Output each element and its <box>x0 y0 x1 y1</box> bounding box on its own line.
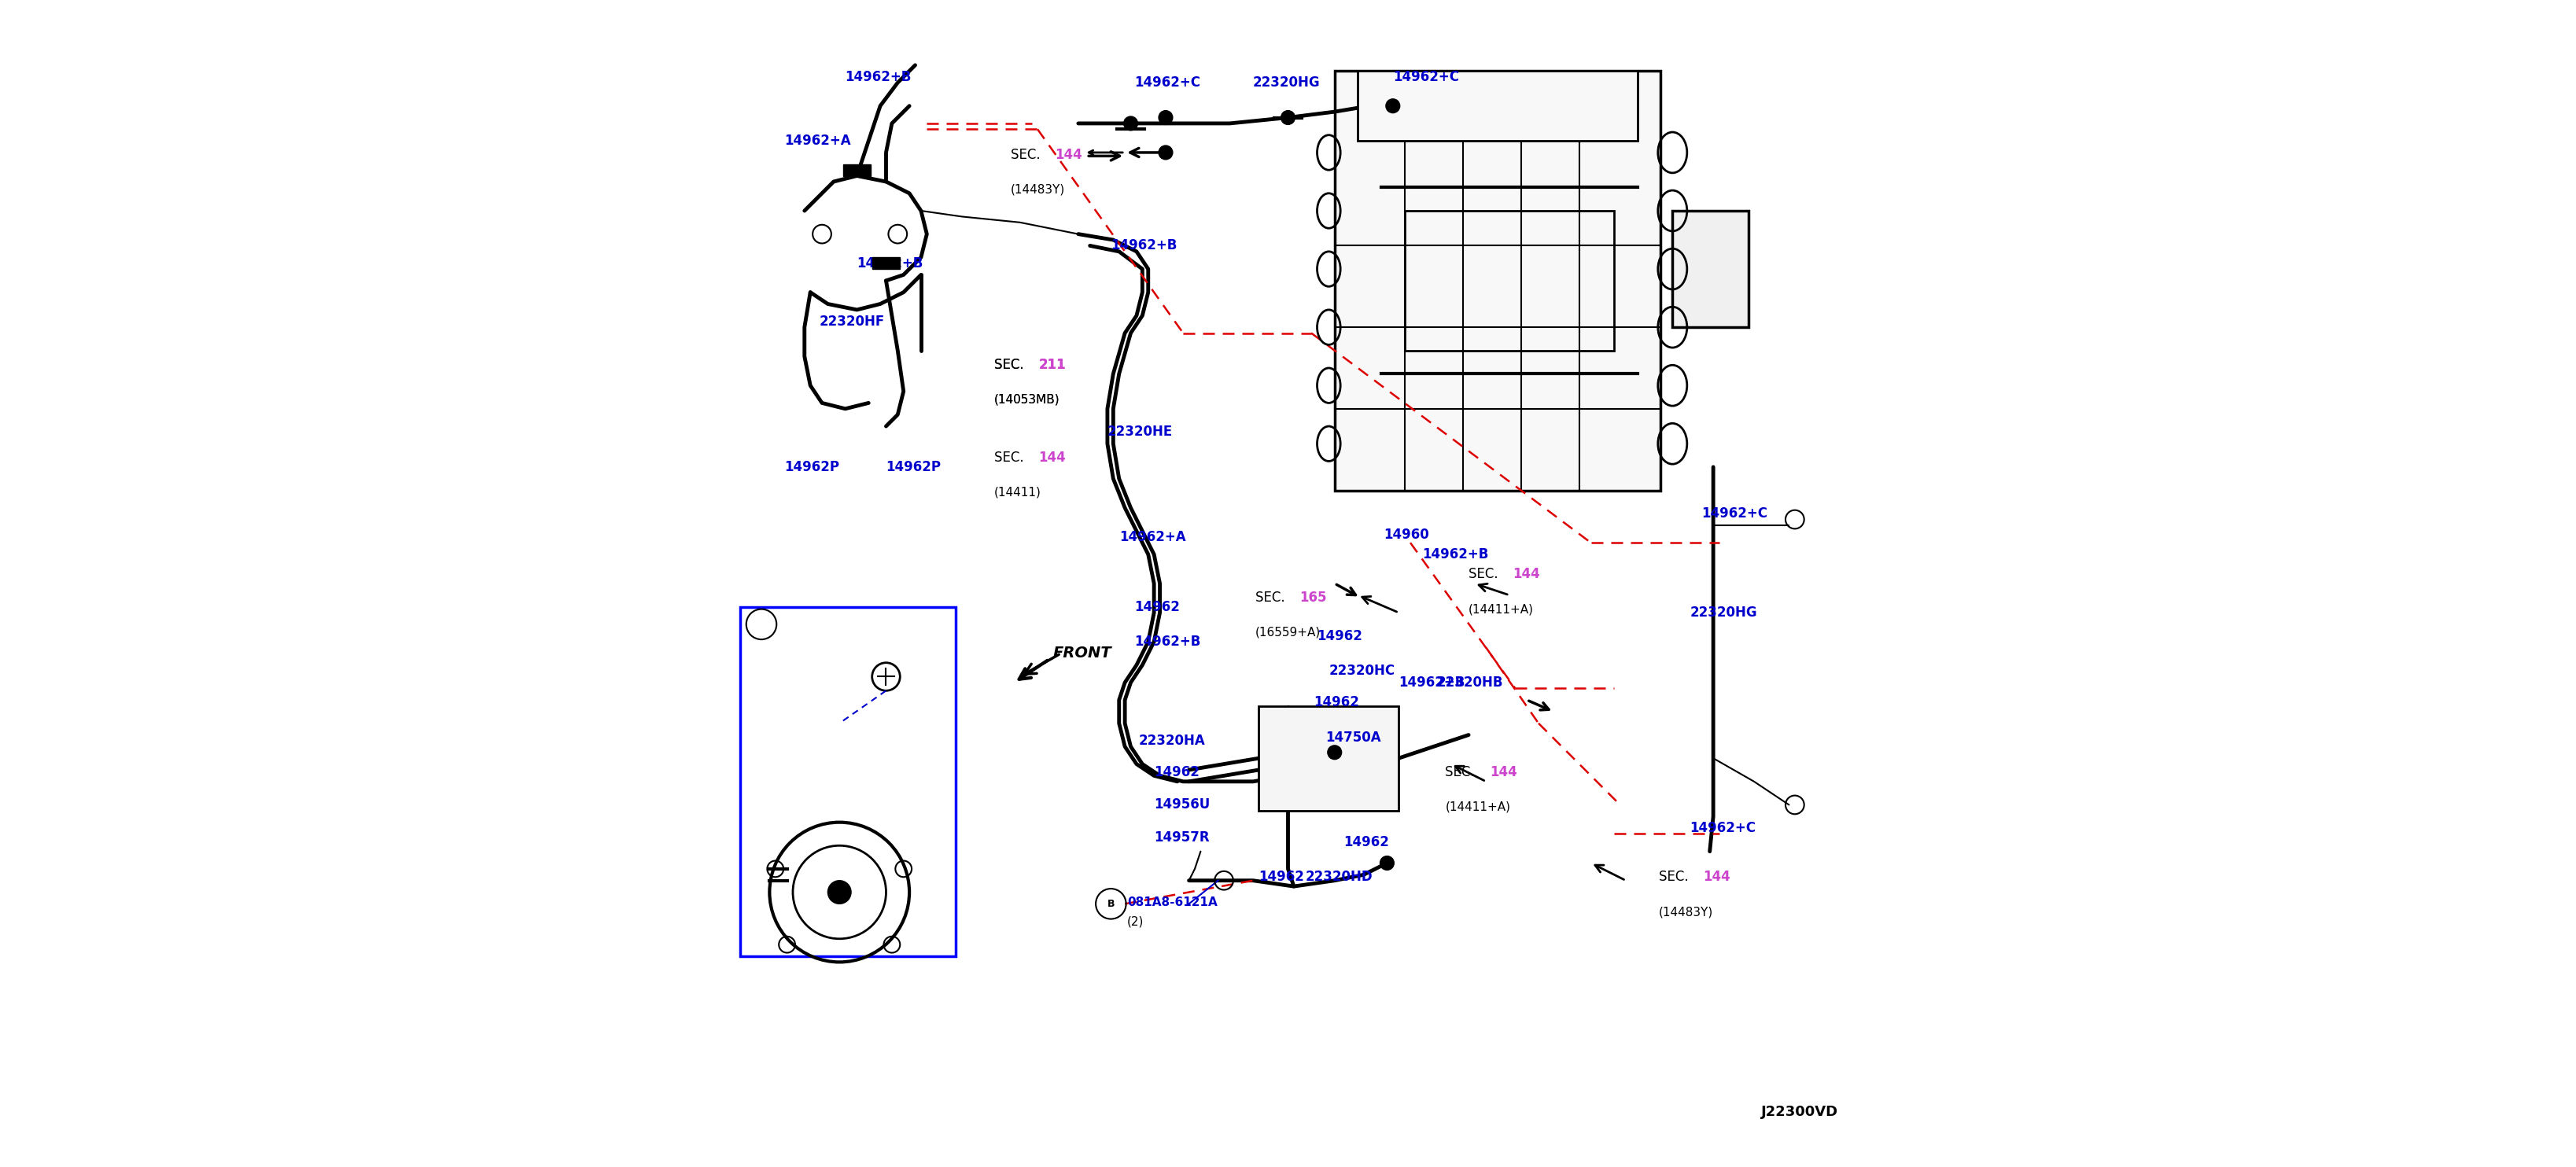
Text: 211: 211 <box>1038 357 1066 371</box>
Text: SEC.: SEC. <box>994 450 1033 464</box>
Text: 144: 144 <box>1703 869 1731 885</box>
Text: 144: 144 <box>804 782 829 794</box>
Text: 14962+B: 14962+B <box>1399 676 1466 690</box>
Text: 14962: 14962 <box>1133 600 1180 614</box>
Text: (14053MB): (14053MB) <box>994 393 1061 405</box>
Text: 22320HA: 22320HA <box>1139 734 1206 748</box>
Bar <box>1260 706 1399 811</box>
Text: 22320HG: 22320HG <box>1252 76 1321 90</box>
Bar <box>1404 211 1615 350</box>
Text: SEC.: SEC. <box>994 357 1033 371</box>
Text: 144: 144 <box>1512 567 1540 581</box>
Text: 22320HD: 22320HD <box>1306 869 1373 885</box>
Text: 14962+B: 14962+B <box>845 70 912 84</box>
Bar <box>842 165 871 176</box>
Bar <box>739 607 956 956</box>
Text: 14962+A: 14962+A <box>1118 530 1185 544</box>
Text: 14962+C: 14962+C <box>1690 822 1757 836</box>
Text: 14750A: 14750A <box>1324 731 1381 745</box>
Text: (2): (2) <box>1128 915 1144 928</box>
Text: 14962: 14962 <box>1260 869 1303 885</box>
Text: (RH): (RH) <box>801 805 827 817</box>
Text: 081A8-6121A: 081A8-6121A <box>1128 896 1218 909</box>
Text: 08156-6205N: 08156-6205N <box>773 621 871 635</box>
Text: 14962P: 14962P <box>786 460 840 474</box>
Text: 14962: 14962 <box>1314 696 1360 710</box>
Circle shape <box>1381 857 1394 871</box>
Text: 211: 211 <box>1038 357 1066 371</box>
Text: B: B <box>1108 899 1115 909</box>
Text: (2): (2) <box>765 650 783 662</box>
Text: 22320HC: 22320HC <box>1329 664 1396 678</box>
Text: 22365+A: 22365+A <box>788 693 855 707</box>
Text: 14962: 14962 <box>1316 629 1363 643</box>
Circle shape <box>1159 111 1172 125</box>
Text: SEC.: SEC. <box>765 782 799 794</box>
Text: 144: 144 <box>1038 450 1066 464</box>
Text: 14962: 14962 <box>1345 836 1388 850</box>
Text: 22320HF: 22320HF <box>819 314 886 328</box>
Text: 22320HB: 22320HB <box>1437 676 1504 690</box>
Text: SEC.: SEC. <box>1010 148 1048 162</box>
Text: 14962P: 14962P <box>886 460 940 474</box>
Text: 14460V: 14460V <box>762 804 817 818</box>
Text: SEC.: SEC. <box>1468 567 1507 581</box>
Text: (14411+A): (14411+A) <box>1468 603 1533 615</box>
Text: 14960: 14960 <box>1383 527 1430 541</box>
Text: 14962+C: 14962+C <box>1703 506 1767 520</box>
Circle shape <box>827 881 850 903</box>
Text: 14460VE: 14460VE <box>755 836 819 850</box>
Text: SEC.: SEC. <box>994 357 1033 371</box>
Text: 144: 144 <box>1056 148 1082 162</box>
Text: 14957R: 14957R <box>1154 831 1211 845</box>
Text: FRONT: FRONT <box>1054 645 1110 661</box>
Text: SEC.: SEC. <box>1255 591 1293 605</box>
Text: 14962+C: 14962+C <box>1133 76 1200 90</box>
Text: 14962+B: 14962+B <box>1133 635 1200 649</box>
Text: 14962+C: 14962+C <box>1394 70 1458 84</box>
Text: 14962+B: 14962+B <box>1110 238 1177 253</box>
Text: (14053MB): (14053MB) <box>994 393 1061 405</box>
Circle shape <box>1327 746 1342 760</box>
Text: 22320HG: 22320HG <box>1690 606 1757 620</box>
Text: 14962+B: 14962+B <box>858 256 922 271</box>
Text: J22300VD: J22300VD <box>1762 1105 1837 1119</box>
Circle shape <box>1159 146 1172 160</box>
Bar <box>1358 71 1638 141</box>
Text: 165: 165 <box>1301 591 1327 605</box>
Circle shape <box>1386 99 1399 113</box>
Circle shape <box>1280 111 1296 125</box>
Text: 22320HE: 22320HE <box>1108 425 1172 439</box>
Bar <box>1672 211 1749 327</box>
Text: 144: 144 <box>1489 766 1517 780</box>
Text: (14483Y): (14483Y) <box>1659 906 1713 918</box>
Bar <box>1334 71 1662 490</box>
Text: (14411): (14411) <box>994 487 1041 498</box>
Circle shape <box>1123 117 1139 131</box>
Text: (14411+A): (14411+A) <box>1445 802 1510 813</box>
Text: (LH): (LH) <box>801 837 827 848</box>
Bar <box>873 258 899 270</box>
Text: SEC.: SEC. <box>1445 766 1484 780</box>
Text: 14962+A: 14962+A <box>786 134 850 148</box>
Text: SEC.: SEC. <box>1659 869 1698 885</box>
Text: B: B <box>757 620 765 629</box>
Text: 14962+B: 14962+B <box>1422 547 1489 561</box>
Text: 14956U: 14956U <box>1154 798 1211 812</box>
Text: (14483Y): (14483Y) <box>1010 184 1066 196</box>
Text: (16559+A): (16559+A) <box>1255 627 1321 638</box>
Text: 14962: 14962 <box>1154 766 1200 780</box>
